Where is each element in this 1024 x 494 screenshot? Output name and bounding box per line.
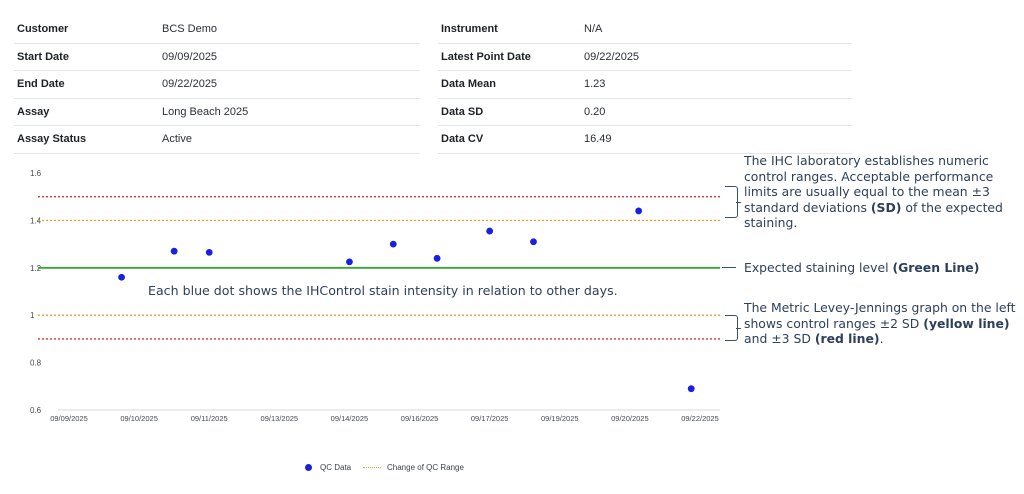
info-label: Instrument — [438, 16, 584, 44]
info-value: 09/22/2025 — [162, 70, 420, 99]
x-tick-label: 09/19/2025 — [541, 414, 579, 423]
info-value: 09/09/2025 — [162, 43, 420, 71]
legend-item-qc-data[interactable]: QC Data — [305, 463, 351, 472]
info-value: 1.23 — [584, 70, 852, 99]
x-tick-label: 09/10/2025 — [120, 414, 158, 423]
y-tick-label: 1.4 — [30, 216, 42, 225]
qc-data-point — [530, 238, 537, 246]
dot-explanation-note: Each blue dot shows the IHControl stain … — [148, 283, 618, 298]
info-row: Assay Long Beach 2025 — [14, 98, 420, 126]
legend-dash-marker — [363, 467, 381, 468]
x-tick-label: 09/22/2025 — [681, 414, 719, 423]
qc-data-point — [687, 385, 695, 393]
info-row: Start Date 09/09/2025 — [14, 43, 420, 71]
mean-pointer-line — [722, 267, 736, 268]
qc-data-point — [389, 240, 397, 248]
info-value: 0.20 — [584, 98, 852, 126]
info-label: Latest Point Date — [438, 43, 584, 71]
assay-info-table: Customer BCS Demo Start Date 09/09/2025 End … — [14, 16, 420, 154]
graph-ranges-annotation: The Metric Levey-Jennings graph on the l… — [744, 300, 1016, 346]
legend-item-change-of-qc-range[interactable]: Change of QC Range — [363, 463, 464, 472]
qc-data-point — [635, 207, 643, 215]
legend-label: QC Data — [320, 463, 352, 472]
info-row: Customer BCS Demo — [14, 16, 420, 44]
y-tick-label: 0.8 — [30, 359, 42, 368]
legend-dot-marker — [305, 464, 312, 471]
qc-data-point — [433, 254, 441, 262]
qc-data-point — [118, 273, 125, 281]
y-tick-label: 1.2 — [30, 264, 42, 273]
expected-level-annotation: Expected staining level (Green Line) — [744, 260, 980, 275]
x-tick-label: 09/11/2025 — [191, 414, 228, 423]
info-value: 09/22/2025 — [584, 43, 852, 71]
info-label: Customer — [14, 16, 162, 44]
info-label: Data SD — [438, 98, 584, 126]
info-label: Data CV — [438, 125, 584, 154]
x-tick-label: 09/09/2025 — [50, 414, 88, 423]
x-tick-label: 09/14/2025 — [331, 414, 369, 423]
info-label: Assay Status — [14, 125, 162, 154]
lower-range-bracket — [725, 315, 741, 341]
limits-annotation: The IHC laboratory establishes numeric c… — [744, 153, 1003, 230]
info-row: Assay Status Active — [14, 125, 420, 154]
info-row: Data CV 16.49 — [438, 125, 852, 154]
info-row: Data Mean 1.23 — [438, 70, 852, 99]
info-label: Data Mean — [438, 70, 584, 99]
info-value: BCS Demo — [162, 16, 420, 44]
qc-data-point — [170, 247, 178, 255]
info-value: Long Beach 2025 — [162, 98, 420, 126]
info-row: End Date 09/22/2025 — [14, 70, 420, 99]
y-tick-label: 1.6 — [30, 169, 42, 178]
statistics-info-table: Instrument N/A Latest Point Date 09/22/2025… — [438, 16, 852, 154]
info-value: Active — [162, 125, 420, 154]
info-row: Data SD 0.20 — [438, 98, 852, 126]
levey-jennings-chart: 0.6 0.8 1 1.2 1.4 1.6 09/09/2025 09/10/2025 09/1… — [30, 169, 720, 423]
sd-range-bracket — [725, 186, 741, 218]
qc-data-point — [486, 227, 494, 235]
info-value: 16.49 — [584, 125, 852, 154]
x-tick-label: 09/13/2025 — [261, 414, 299, 423]
y-tick-label: 1 — [30, 311, 35, 320]
x-tick-label: 09/16/2025 — [401, 414, 439, 423]
legend-label: Change of QC Range — [387, 463, 464, 472]
info-row: Instrument N/A — [438, 16, 852, 44]
info-row: Latest Point Date 09/22/2025 — [438, 43, 852, 71]
x-tick-label: 09/20/2025 — [611, 414, 649, 423]
qc-data-point — [205, 248, 213, 256]
info-label: Start Date — [14, 43, 162, 71]
info-label: Assay — [14, 98, 162, 126]
y-tick-label: 0.6 — [30, 406, 42, 415]
qc-data-point — [346, 258, 353, 266]
info-label: End Date — [14, 70, 162, 99]
x-tick-label: 09/17/2025 — [471, 414, 509, 423]
info-value: N/A — [584, 16, 852, 44]
